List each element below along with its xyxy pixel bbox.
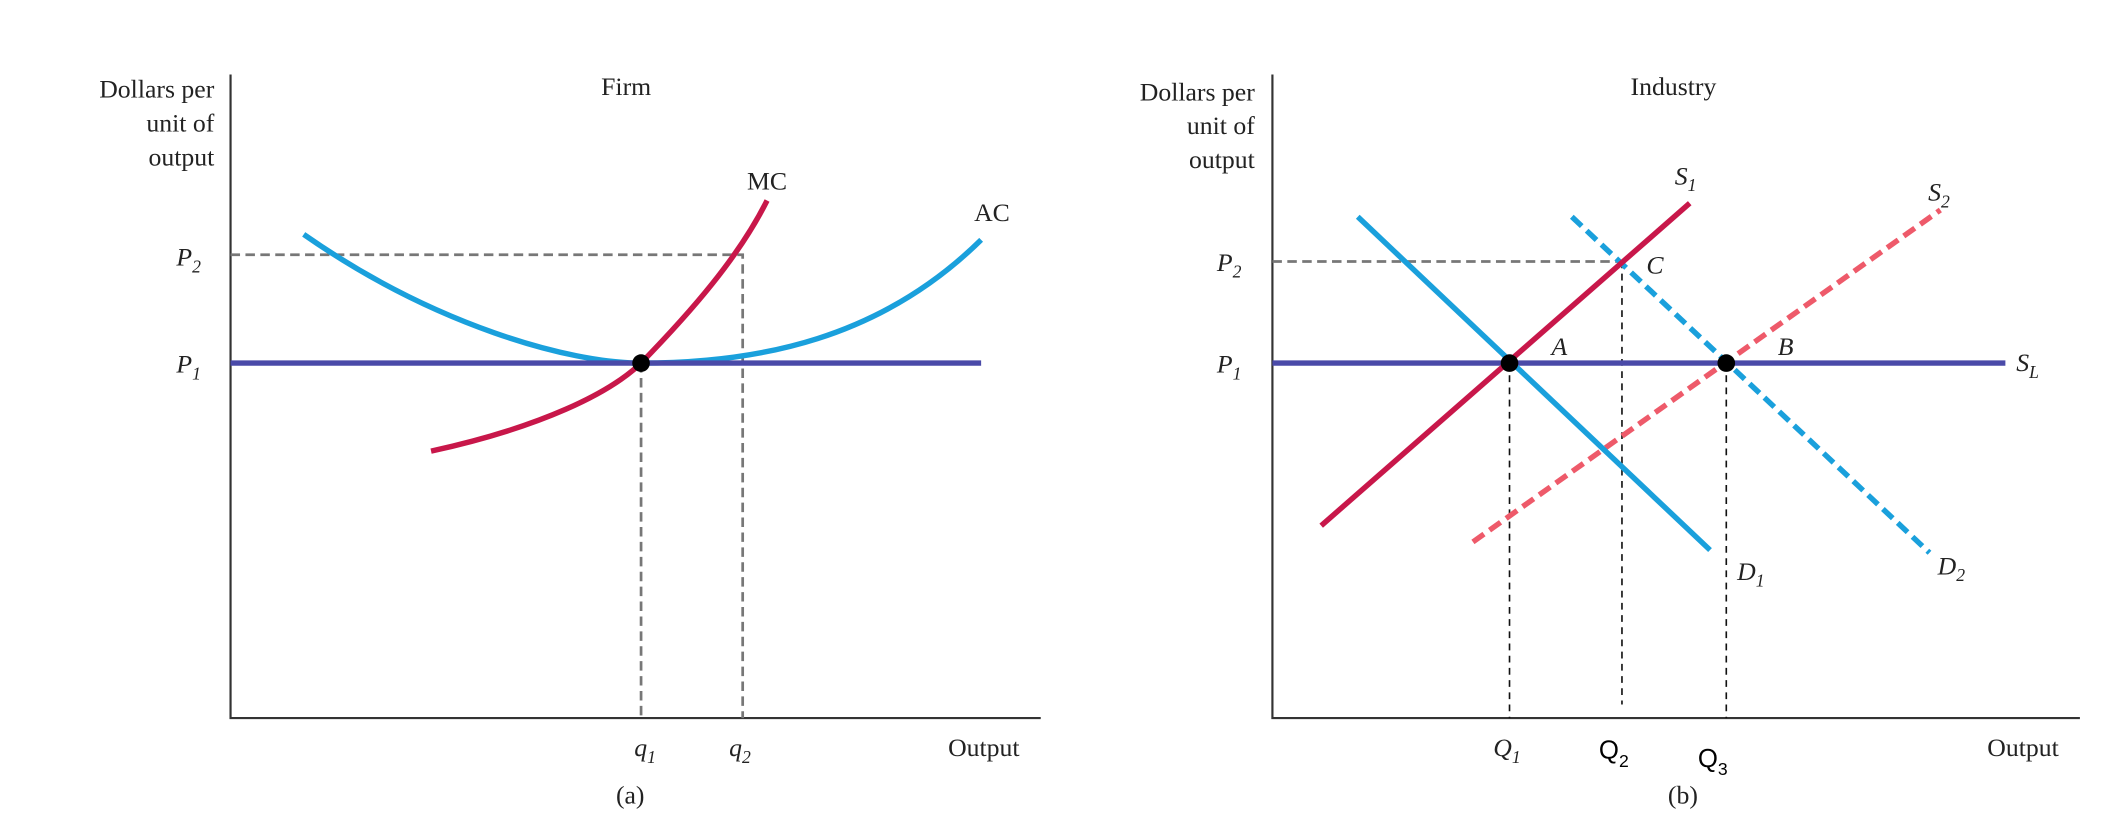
point-label: A — [1550, 332, 1568, 361]
quantity-label: q2 — [729, 733, 751, 767]
panel-title: Firm — [601, 72, 651, 101]
point-label: C — [1646, 251, 1664, 280]
equilibrium-point — [632, 354, 650, 372]
guide-line — [230, 253, 745, 719]
y-axis-label: Dollars per — [1140, 77, 1255, 106]
caption: (b) — [1668, 780, 1698, 809]
y-axis-label: unit of — [146, 108, 214, 137]
quantity-label: q1 — [634, 733, 656, 767]
y-axis-label: output — [1189, 145, 1255, 174]
axes — [1271, 74, 2080, 720]
equilibrium-point — [1500, 354, 1519, 372]
quantity-label: Q1 — [1493, 733, 1520, 767]
point-label: B — [1778, 332, 1794, 361]
x-axis-label: Output — [1987, 733, 2059, 762]
caption: (a) — [616, 780, 645, 809]
price-label: P2 — [1216, 248, 1242, 282]
y-axis-label: Dollars per — [99, 75, 214, 104]
curve-label: D2 — [1937, 551, 1966, 585]
curve-label: S2 — [1928, 178, 1950, 212]
curve-label: S1 — [1675, 161, 1697, 195]
curve-label: SL — [2016, 348, 2039, 382]
price-label: P1 — [175, 350, 201, 384]
industry-panel: Industry Dollars per unit of output S1 S… — [1140, 72, 2080, 809]
firm-panel: Firm Dollars per unit of output MC AC P2… — [99, 72, 1041, 809]
curve-label: AC — [974, 198, 1010, 227]
d2-line — [1569, 214, 1932, 555]
axes — [229, 74, 1041, 720]
quantity-label: Q2 — [1599, 737, 1629, 771]
curve-label: MC — [747, 167, 787, 196]
x-axis-label: Output — [948, 733, 1020, 762]
price-label: P2 — [175, 243, 201, 277]
equilibrium-point — [1717, 354, 1736, 372]
quantity-label: Q3 — [1698, 745, 1728, 779]
s2-line — [1471, 207, 1942, 545]
curve-label: D1 — [1736, 557, 1764, 591]
price-label: P1 — [1216, 350, 1242, 384]
panel-title: Industry — [1631, 72, 1717, 101]
d1-line — [1355, 214, 1712, 553]
y-axis-label: unit of — [1187, 111, 1255, 140]
y-axis-label: output — [149, 142, 215, 171]
